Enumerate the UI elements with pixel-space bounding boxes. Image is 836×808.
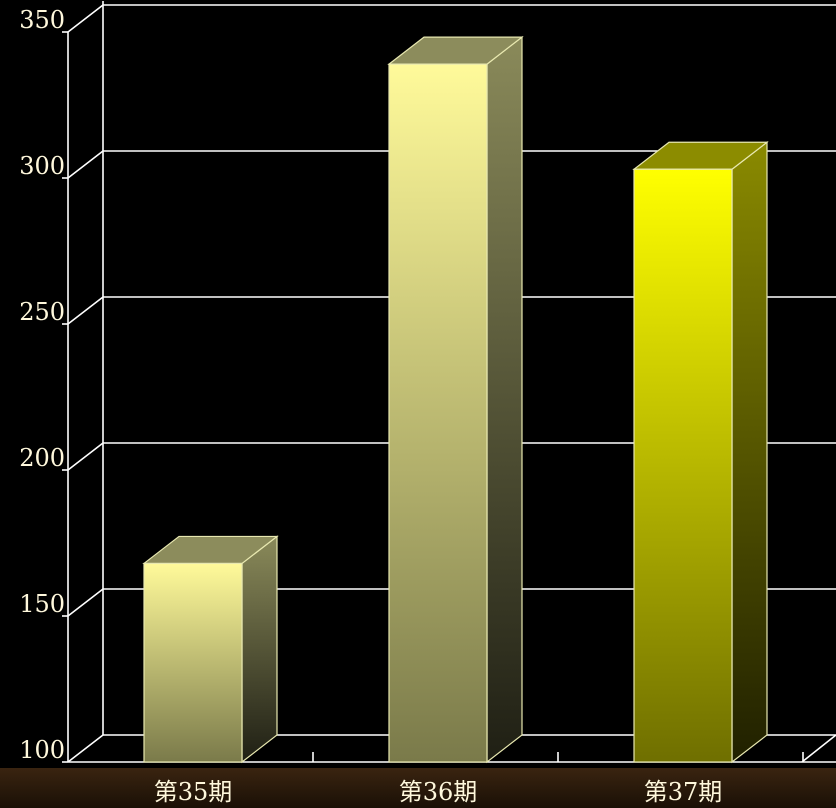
bar-side-1 — [241, 535, 278, 764]
y-tick-label-200: 200 — [19, 444, 65, 472]
bars — [142, 35, 769, 764]
y-tick-label-300: 300 — [19, 152, 65, 180]
y-tick-label-150: 150 — [19, 590, 65, 618]
y-tick-label-100: 100 — [19, 736, 65, 764]
bar-1 — [142, 535, 279, 764]
wall-diagonal-300 — [67, 150, 104, 179]
wall-diagonal-100 — [67, 734, 104, 763]
x-tick-label-1: 第35期 — [154, 778, 233, 806]
bar-front-1 — [143, 562, 243, 763]
wall-diagonal-150 — [67, 588, 104, 617]
bar-front-3 — [633, 168, 733, 763]
bar-3 — [632, 141, 769, 764]
bar-side-2 — [486, 35, 523, 764]
bar-front-2 — [388, 63, 488, 763]
labels: 100 150 200 250 300 350 第35期 第36期 第37期 — [19, 6, 722, 806]
floor-diagonal-right — [801, 734, 836, 763]
bar-2 — [387, 35, 524, 764]
y-tick-label-350: 350 — [19, 6, 65, 34]
wall-diagonal-250 — [67, 296, 104, 325]
wall-diagonal-200 — [67, 442, 104, 471]
bar-side-3 — [731, 141, 768, 764]
x-tick-label-3: 第37期 — [644, 778, 723, 806]
floor-band — [0, 768, 836, 808]
x-tick-label-2: 第36期 — [399, 778, 478, 806]
wall-diagonal-350 — [67, 4, 104, 33]
y-tick-label-250: 250 — [19, 298, 65, 326]
